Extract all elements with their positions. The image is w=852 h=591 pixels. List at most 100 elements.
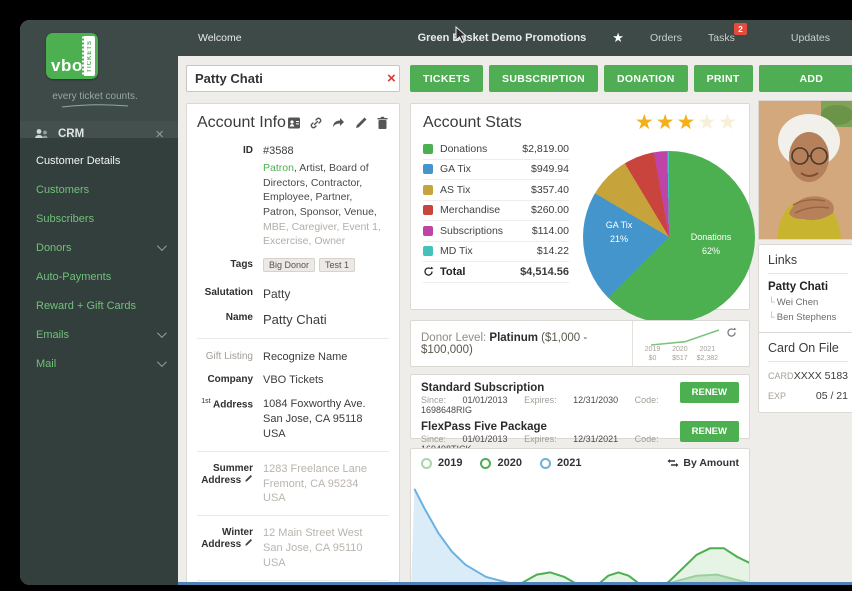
share-icon[interactable]: [331, 116, 346, 130]
topbar: Welcome Green Basket Demo Promotions ★ O…: [178, 20, 852, 56]
spark-col-2020: 2020 $517: [672, 345, 688, 362]
sidebar-item-auto-payments[interactable]: Auto-Payments: [36, 270, 112, 283]
tag-chip[interactable]: Big Donor: [263, 257, 316, 272]
link-child[interactable]: └ Wei Chen: [768, 297, 819, 308]
address1-label: 1st Address: [201, 398, 253, 411]
donor-level-text: Donor Level: Platinum ($1,000 - $100,000…: [421, 331, 588, 356]
subscription-button[interactable]: SUBSCRIPTION: [489, 65, 598, 92]
account-stats-title: Account Stats: [423, 114, 522, 131]
card-exp-value: 05 / 21: [815, 390, 848, 402]
summer-address-value: 1283 Freelance Lane Fremont, CA 95234 USA: [263, 462, 367, 505]
account-info-title: Account Info: [197, 114, 286, 131]
customer-photo: [758, 100, 852, 240]
link-primary[interactable]: Patty Chati: [768, 281, 829, 293]
ticket-stub: TICKETS: [82, 36, 95, 76]
legend-swatch: [423, 143, 433, 154]
account-stats-panel: Account Stats ★ ★ ★ ★ ★ Donations $2,819.00 G…: [410, 103, 755, 323]
portrait-image: [759, 101, 852, 239]
salutation-value: Patty: [263, 286, 291, 301]
customer-search: ×: [186, 65, 400, 92]
refresh-icon[interactable]: [726, 327, 737, 338]
edit-pencil-icon[interactable]: [244, 474, 253, 483]
legend-ring-icon: [421, 457, 432, 469]
close-icon[interactable]: ×: [155, 125, 164, 143]
links-panel: Links Patty Chati └ Wei Chen └ Ben Stephen…: [758, 244, 852, 333]
card-exp-row: EXP 05 / 21: [768, 390, 848, 402]
sidebar-item-reward-gift-cards[interactable]: Reward + Gift Cards: [36, 299, 136, 312]
pie-label-donations: Donations 62%: [690, 232, 732, 256]
tasks-link[interactable]: Tasks 2: [708, 23, 747, 44]
orders-link[interactable]: Orders: [649, 32, 683, 44]
tickets-button[interactable]: TICKETS: [410, 65, 484, 92]
name-label: Name: [225, 312, 253, 323]
contact-card-icon[interactable]: [287, 116, 301, 130]
salutation-label: Salutation: [204, 286, 253, 298]
link-child[interactable]: └ Ben Stephens: [768, 312, 837, 323]
clear-search-icon[interactable]: ×: [387, 70, 396, 87]
pie-label-ga-tix: GA Tix 21%: [605, 220, 633, 244]
tagline: every ticket counts.: [20, 91, 170, 109]
renew-button[interactable]: RENEW: [679, 421, 739, 442]
sidebar-item-mail[interactable]: Mail: [20, 349, 178, 378]
subscription-name: Standard Subscription: [421, 382, 545, 394]
refresh-icon[interactable]: [423, 266, 434, 277]
chevron-down-icon: [156, 357, 167, 368]
summer-address-label: Summer Address: [201, 462, 253, 486]
sidebar-item-customer-details[interactable]: Customer Details: [36, 154, 121, 167]
star-icon[interactable]: ★: [655, 111, 675, 134]
favorite-star-icon[interactable]: ★: [612, 30, 624, 45]
sidebar-item-donors[interactable]: Donors: [20, 233, 178, 262]
star-icon[interactable]: ★: [697, 111, 717, 134]
pie-graphic: [583, 151, 755, 323]
search-input[interactable]: [187, 71, 378, 86]
history-legend: 2019 2020 2021 By Amount: [421, 457, 739, 469]
legend-total-row: Total $4,514.56: [423, 262, 569, 283]
renew-button[interactable]: RENEW: [679, 382, 739, 403]
add-button[interactable]: ADD: [758, 65, 852, 92]
people-icon: [35, 128, 48, 139]
print-button[interactable]: PRINT: [693, 65, 753, 92]
id-value: #3588: [263, 145, 294, 157]
legend-2020[interactable]: 2020: [480, 457, 522, 469]
delete-trash-icon[interactable]: [376, 116, 389, 130]
spark-col-2019: 2019 $0: [644, 345, 661, 362]
donor-sparkline: 2019 $0 2020 $517 2021 $2,382: [631, 321, 739, 366]
sidebar-item-emails[interactable]: Emails: [20, 320, 178, 349]
vbo-logo[interactable]: vbo TICKETS: [46, 33, 98, 79]
legend-2019[interactable]: 2019: [421, 457, 462, 469]
account-info-panel: Account Info ID #3588 Patron, Artist, Bo…: [186, 103, 400, 585]
sidebar-item-subscribers[interactable]: Subscribers: [36, 212, 95, 225]
donation-button[interactable]: DONATION: [603, 65, 688, 92]
sidebar-item-customers[interactable]: Customers: [36, 183, 90, 196]
card-number-row: CARD XXXX 5183: [768, 370, 848, 382]
content-area: × TICKETS SUBSCRIPTION DONATION PRINT AD…: [178, 56, 852, 585]
legend-2021[interactable]: 2021: [539, 457, 581, 469]
edit-pencil-icon[interactable]: [354, 116, 368, 130]
tag-chip[interactable]: Test 1: [319, 257, 356, 272]
star-rating[interactable]: ★ ★ ★ ★ ★: [634, 111, 737, 134]
legend-swatch: [423, 184, 433, 195]
subscription-name: FlexPass Five Package: [421, 421, 547, 433]
area-chart-graphic: [411, 488, 749, 585]
star-icon[interactable]: ★: [718, 111, 737, 134]
links-title: Links: [768, 253, 848, 274]
legend-row: MD Tix $14.22: [423, 242, 569, 262]
tree-branch-glyph: └: [768, 312, 775, 323]
edit-pencil-icon[interactable]: [244, 538, 253, 547]
id-label: ID: [243, 145, 253, 156]
card-on-file-panel: Card On File CARD XXXX 5183 EXP 05 / 21: [758, 332, 852, 413]
updates-link[interactable]: Updates: [790, 32, 830, 44]
by-amount-toggle[interactable]: By Amount: [667, 457, 739, 469]
link-icon[interactable]: [309, 116, 323, 130]
donor-level-panel: Donor Level: Platinum ($1,000 - $100,000…: [410, 320, 750, 367]
sparkline-graphic: [650, 329, 720, 346]
star-icon[interactable]: ★: [676, 111, 696, 134]
winter-address-label: Winter Address: [201, 527, 253, 551]
tree-branch-glyph: └: [768, 297, 775, 308]
name-value: Patty Chati: [263, 312, 327, 327]
subscription-meta: Since: 01/01/2013 Expires: 12/31/2030 Co…: [421, 395, 659, 415]
welcome-tab[interactable]: Welcome: [198, 32, 242, 44]
star-icon[interactable]: ★: [634, 111, 654, 134]
gift-listing-label: Gift Listing: [205, 350, 253, 362]
legend-row: AS Tix $357.40: [423, 180, 569, 201]
